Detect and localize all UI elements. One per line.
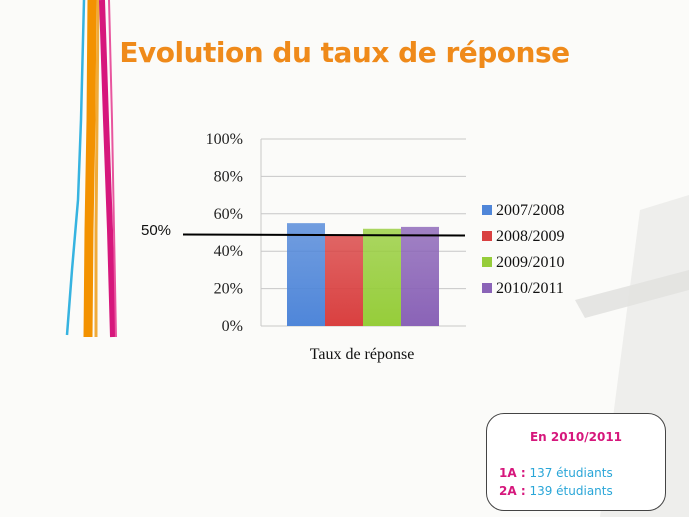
bar-2009-2010: [363, 228, 401, 326]
info-count-1a: 137 étudiants: [529, 466, 613, 480]
legend-label: 2010/2011: [496, 280, 564, 297]
bar-2008-2009: [325, 234, 363, 326]
reference-line: [182, 233, 466, 237]
background-band: [575, 270, 689, 318]
info-box-title: En 2010/2011: [529, 430, 623, 444]
stripe-blue: [65, 0, 86, 336]
legend-swatch: [482, 257, 492, 267]
y-tick-label: 40%: [214, 243, 243, 260]
stripe-orange: [83, 0, 97, 338]
y-tick-label: 100%: [206, 131, 243, 148]
bar-2007-2008: [287, 223, 325, 326]
legend-label: 2008/2009: [496, 228, 564, 245]
info-line-1a: 1A : 137 étudiants: [499, 466, 613, 480]
reference-line-label: 50%: [141, 222, 172, 239]
bar-2010-2011: [401, 226, 439, 326]
legend-swatch: [482, 283, 492, 293]
legend-label: 2007/2008: [496, 202, 564, 219]
stripe-pink: [108, 0, 117, 338]
stripe-orange-light: [94, 0, 100, 337]
stripe-magenta: [99, 0, 116, 338]
y-tick-label: 20%: [214, 281, 243, 298]
info-box: En 2010/2011 1A : 137 étudiants 2A : 139…: [486, 413, 666, 511]
slide-title: Evolution du taux de réponse: [119, 36, 570, 69]
info-level-2a: 2A :: [499, 484, 526, 498]
info-line-2a: 2A : 139 étudiants: [499, 484, 613, 498]
info-level-1a: 1A :: [499, 466, 526, 480]
x-category-label: Taux de réponse: [310, 346, 415, 363]
legend-swatch: [482, 231, 492, 241]
y-tick-label: 0%: [222, 318, 243, 335]
legend-swatch: [482, 205, 492, 215]
info-count-2a: 139 étudiants: [529, 484, 613, 498]
legend-label: 2009/2010: [496, 254, 564, 271]
y-tick-label: 80%: [214, 168, 243, 185]
y-tick-label: 60%: [214, 206, 243, 223]
